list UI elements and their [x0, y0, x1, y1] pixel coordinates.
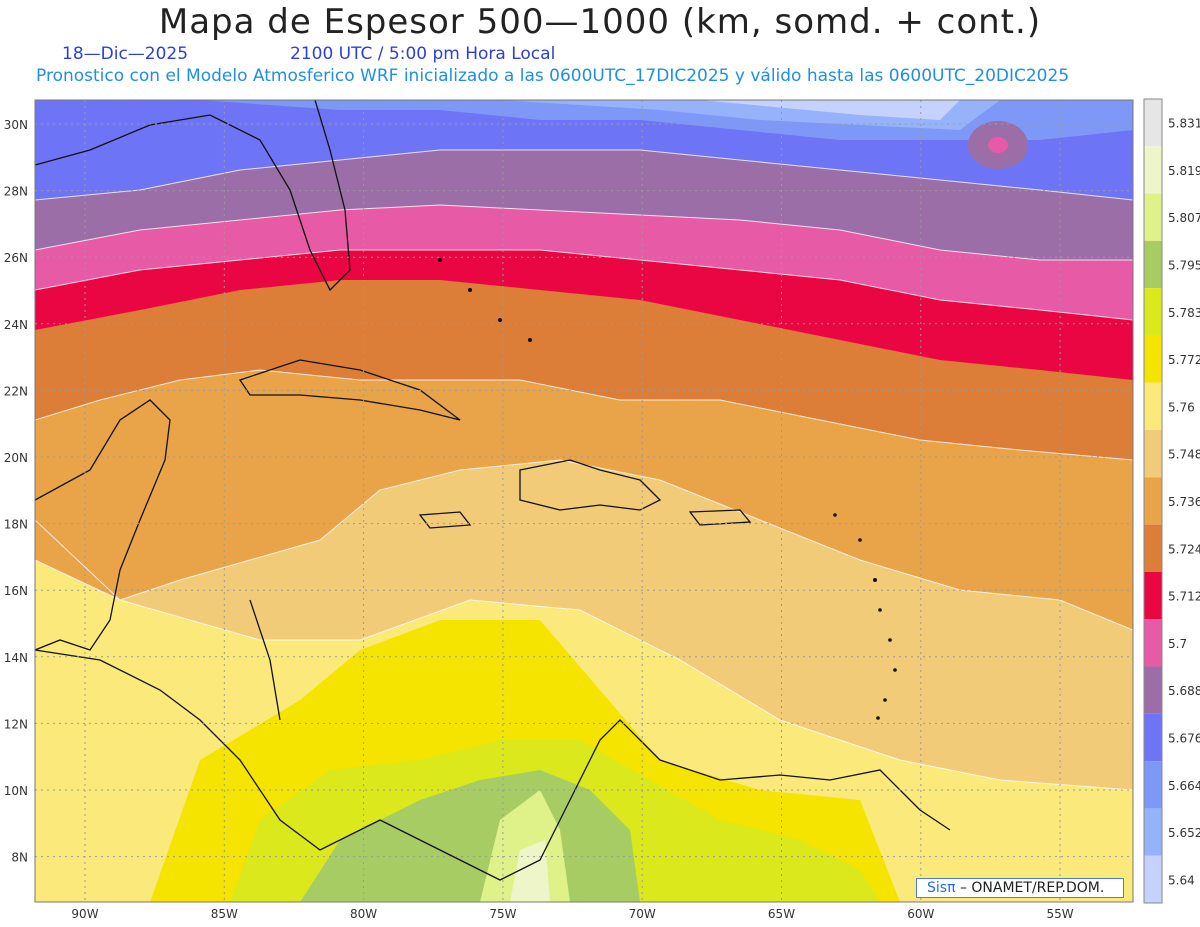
credit-box: Sisπ – ONAMET/REP.DOM.	[916, 878, 1124, 898]
legend-swatch	[1144, 382, 1162, 431]
latitude-label: 22N	[4, 384, 28, 398]
legend-value: 5.76	[1168, 400, 1195, 414]
longitude-label: 60W	[907, 907, 934, 921]
longitude-label: 65W	[768, 907, 795, 921]
legend-swatch	[1144, 146, 1162, 194]
map-frame	[34, 99, 1134, 903]
coastlines	[35, 100, 951, 881]
legend-swatch	[1144, 713, 1162, 762]
latitude-label: 30N	[4, 118, 28, 132]
longitude-label: 85W	[211, 907, 238, 921]
latitude-label: 14N	[4, 651, 28, 665]
forecast-date: 18—Dic—2025	[62, 44, 189, 64]
latitude-label: 28N	[4, 185, 28, 199]
legend-value: 5.783	[1168, 306, 1200, 320]
legend-swatch	[1144, 524, 1162, 572]
longitude-label: 70W	[629, 907, 656, 921]
legend-swatch	[1144, 761, 1162, 809]
legend-swatch	[1144, 666, 1162, 714]
forecast-time: 2100 UTC / 5:00 pm Hora Local	[290, 44, 556, 64]
legend-value: 5.7	[1168, 637, 1187, 651]
legend-value: 5.795	[1168, 259, 1200, 273]
legend-swatch	[1144, 335, 1162, 383]
legend-swatch	[1144, 855, 1162, 903]
credit-brand: Sisπ	[927, 880, 956, 896]
longitude-label: 90W	[71, 907, 98, 921]
latitude-label: 20N	[4, 451, 28, 465]
legend-value: 5.831	[1168, 117, 1200, 131]
latitude-label: 16N	[4, 584, 28, 598]
legend-value: 5.748	[1168, 448, 1200, 462]
legend-swatch	[1144, 619, 1162, 667]
legend-value: 5.819	[1168, 164, 1200, 178]
legend-value: 5.676	[1168, 731, 1200, 745]
legend-swatch	[1144, 193, 1162, 241]
credit-text: – ONAMET/REP.DOM.	[959, 880, 1105, 896]
legend-value: 5.664	[1168, 779, 1200, 793]
legend-swatch	[1144, 240, 1162, 289]
latitude-label: 26N	[4, 251, 28, 265]
thickness-field	[35, 100, 1133, 902]
latitude-label: 12N	[4, 717, 28, 731]
islands	[438, 258, 897, 720]
longitude-label: 80W	[350, 907, 377, 921]
page-title: Mapa de Espesor 500—1000 (km, somd. + co…	[158, 2, 1042, 42]
legend-value: 5.807	[1168, 211, 1200, 225]
legend-swatch	[1144, 430, 1162, 478]
color-legend: 5.831 5.819 5.807 5.795 5.783 5.772 5.76 5.748 5…	[1143, 98, 1200, 904]
legend-value: 5.64	[1168, 873, 1195, 887]
legend-value: 5.724	[1168, 542, 1200, 556]
legend-swatch	[1144, 808, 1162, 856]
legend-value: 5.736	[1168, 495, 1200, 509]
latitude-labels: 30N 28N 26N 24N 22N 20N 18N 16N 14N 12N 10N 8N	[4, 118, 28, 865]
graticule	[35, 100, 1133, 902]
longitude-label: 75W	[489, 907, 516, 921]
model-info: Pronostico con el Modelo Atmosferico WRF…	[36, 66, 1070, 86]
latitude-label: 18N	[4, 518, 28, 532]
legend-value: 5.688	[1168, 684, 1200, 698]
latitude-label: 8N	[11, 851, 28, 865]
legend-swatch	[1144, 99, 1162, 147]
longitude-labels: 90W 85W 80W 75W 70W 65W 60W 55W	[71, 907, 1073, 921]
legend-value: 5.652	[1168, 826, 1200, 840]
legend-swatch	[1144, 288, 1162, 336]
legend-swatch	[1144, 477, 1162, 525]
latitude-label: 10N	[4, 784, 28, 798]
legend-value: 5.712	[1168, 590, 1200, 604]
latitude-label: 24N	[4, 318, 28, 332]
legend-swatch	[1144, 571, 1162, 620]
longitude-label: 55W	[1047, 907, 1074, 921]
legend-value: 5.772	[1168, 353, 1200, 367]
